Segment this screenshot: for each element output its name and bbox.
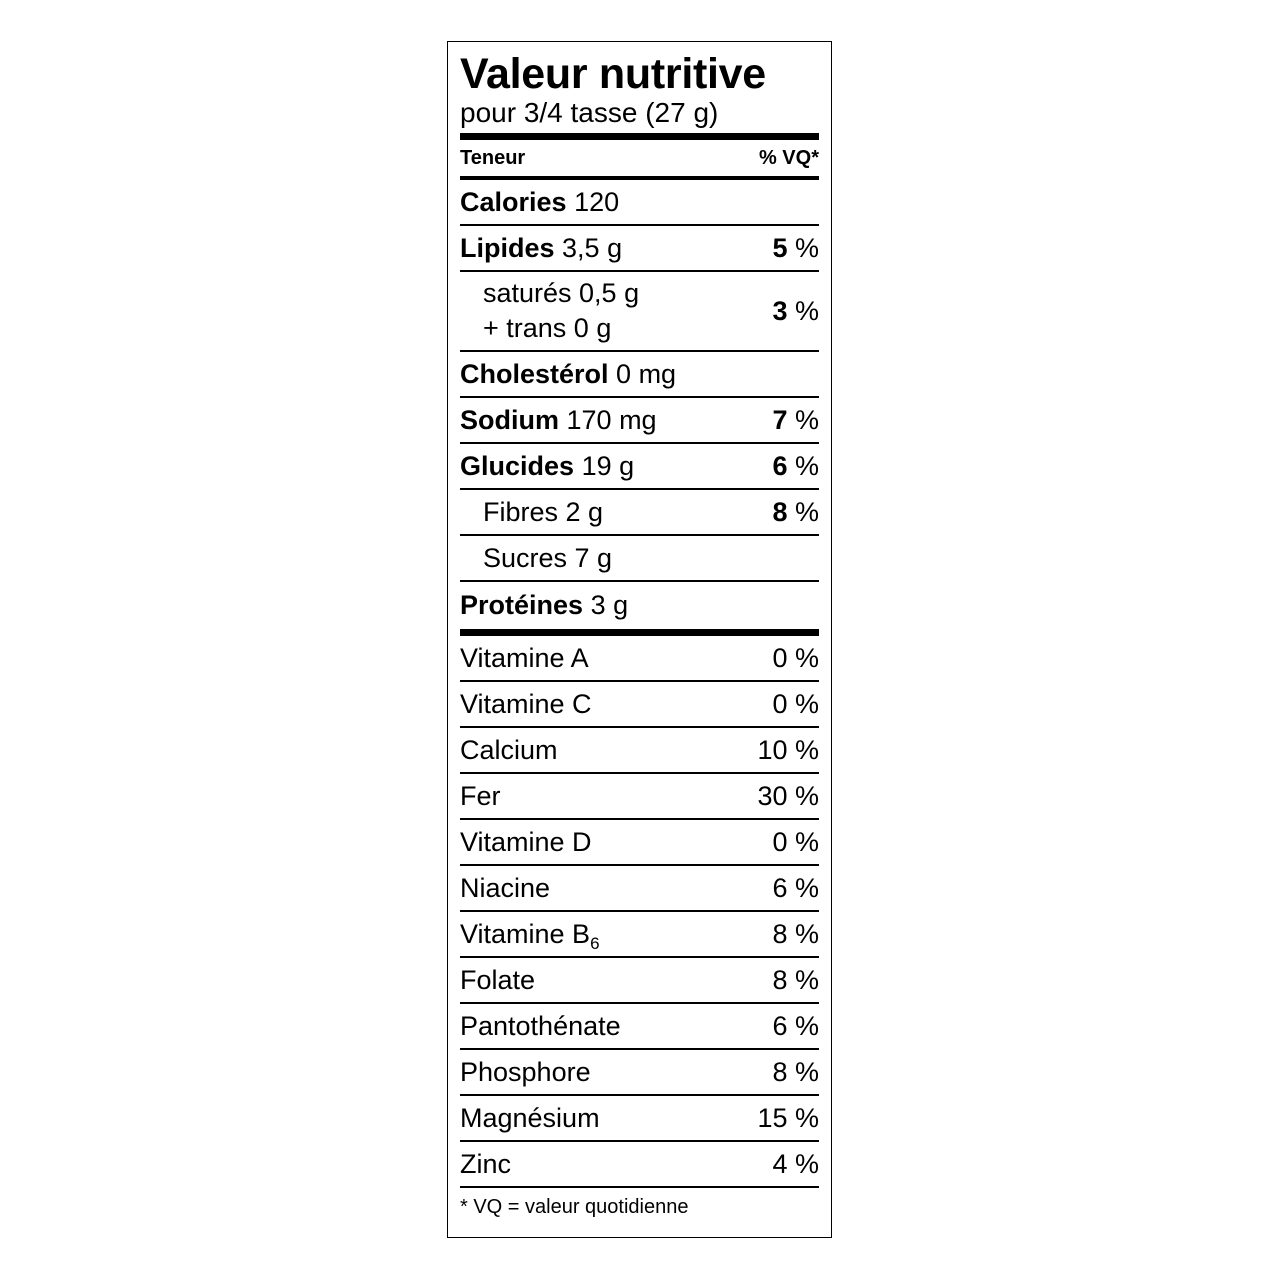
- footnote: * VQ = valeur quotidienne: [460, 1196, 689, 1218]
- vitamin-row: Calcium 10 %: [460, 728, 819, 774]
- vitamin-dv: 8 %: [772, 918, 819, 949]
- nutrition-facts-label: Valeur nutritive pour 3/4 tasse (27 g) T…: [447, 41, 832, 1238]
- vitamin-dv: 10 %: [757, 734, 819, 765]
- vitamin-name: Vitamine D: [460, 827, 592, 858]
- vitamin-dv: 6 %: [772, 1010, 819, 1041]
- vitamin-dv: 8 %: [772, 964, 819, 995]
- nutrient-row-proteines: Protéines 3 g: [460, 582, 819, 629]
- nutrient-row-calories: Calories 120: [460, 180, 819, 226]
- vitamin-row: Niacine 6 %: [460, 866, 819, 912]
- vitamin-dv: 0 %: [772, 688, 819, 719]
- vitamin-name: Vitamine C: [460, 689, 592, 720]
- vitamin-name: Vitamine B6: [460, 918, 600, 953]
- nutrient-name: Sodium: [460, 404, 559, 435]
- header-dv: % VQ*: [758, 146, 819, 169]
- nutrient-amount: 0 mg: [616, 358, 677, 389]
- vitamin-name-text: Vitamine D: [460, 826, 592, 857]
- vitamin-row: Vitamine D 0 %: [460, 820, 819, 866]
- nutrient-row-cholesterol: Cholestérol 0 mg: [460, 352, 819, 398]
- vitamin-subscript: 6: [590, 933, 600, 953]
- vitamin-row: Pantothénate 6 %: [460, 1004, 819, 1050]
- vitamin-row: Fer 30 %: [460, 774, 819, 820]
- vitamin-row: Vitamine C 0 %: [460, 682, 819, 728]
- nutrient-dv: 8: [772, 496, 788, 527]
- vitamin-row: Vitamine B6 8 %: [460, 912, 819, 958]
- vitamin-name: Phosphore: [460, 1057, 591, 1088]
- nutrient-dv: 7: [772, 404, 788, 435]
- vitamin-name: Vitamine A: [460, 643, 589, 674]
- vitamin-name-text: Vitamine A: [460, 642, 589, 673]
- vitamin-row: Zinc 4 %: [460, 1142, 819, 1188]
- vitamin-name-text: Phosphore: [460, 1056, 591, 1087]
- dv-unit: %: [794, 295, 819, 326]
- nutrient-name: Lipides: [460, 232, 555, 263]
- vitamin-name-text: Niacine: [460, 872, 551, 903]
- vitamin-name: Magnésium: [460, 1103, 600, 1134]
- vitamin-row: Folate 8 %: [460, 958, 819, 1004]
- nutrient-dv: 5: [772, 232, 788, 263]
- vitamin-name-text: Fer: [460, 780, 501, 811]
- nutrient-name: Sucres 7 g: [483, 542, 613, 573]
- vitamin-name: Calcium: [460, 735, 558, 766]
- nutrient-name: Fibres 2 g: [483, 496, 604, 527]
- vitamin-name-text: Vitamine C: [460, 688, 592, 719]
- vitamin-name-text: Folate: [460, 964, 536, 995]
- nutrient-row-sucres: Sucres 7 g: [460, 536, 819, 582]
- vitamin-name: Folate: [460, 965, 535, 996]
- vitamin-row: Vitamine A 0 %: [460, 636, 819, 682]
- vitamin-row: Magnésium 15 %: [460, 1096, 819, 1142]
- vitamin-name: Fer: [460, 781, 501, 812]
- nutrient-amount: 170 mg: [566, 404, 657, 435]
- nutrient-row-satures-trans: saturés 0,5 g + trans 0 g 3 %: [460, 272, 819, 352]
- nutrient-name: Protéines: [460, 590, 584, 620]
- vitamin-dv: 0 %: [772, 826, 819, 857]
- vitamin-name: Zinc: [460, 1149, 511, 1180]
- nutrient-row-glucides: Glucides 19 g 6 %: [460, 444, 819, 490]
- dv-unit: %: [794, 496, 819, 527]
- vitamin-name-text: Pantothénate: [460, 1010, 621, 1041]
- column-header: Teneur % VQ*: [460, 140, 819, 180]
- nutrient-row-sodium: Sodium 170 mg 7 %: [460, 398, 819, 444]
- nutrient-amount: 3,5 g: [562, 232, 623, 263]
- thick-divider: [460, 629, 819, 636]
- nutrient-amount: 19 g: [581, 450, 635, 481]
- vitamin-name-text: Calcium: [460, 734, 558, 765]
- nutrient-name: Glucides: [460, 450, 575, 481]
- nutrient-amount: 120: [574, 186, 620, 217]
- vitamin-name: Niacine: [460, 873, 550, 904]
- nutrient-name: Calories: [460, 186, 567, 217]
- vitamin-dv: 6 %: [772, 872, 819, 903]
- thick-divider: [460, 133, 819, 140]
- nutrient-dv: 3: [772, 295, 788, 326]
- nutrient-dv: 6: [772, 450, 788, 481]
- dv-unit: %: [794, 450, 819, 481]
- nutrient-satures: saturés 0,5 g: [483, 278, 640, 308]
- nutrient-row-lipides: Lipides 3,5 g 5 %: [460, 226, 819, 272]
- nutrient-amount: 3 g: [590, 590, 629, 620]
- serving-size: pour 3/4 tasse (27 g): [460, 97, 719, 128]
- dv-unit: %: [794, 232, 819, 263]
- vitamin-name-text: Vitamine B: [460, 918, 591, 949]
- vitamin-name: Pantothénate: [460, 1011, 621, 1042]
- vitamin-dv: 0 %: [772, 642, 819, 673]
- vitamin-row: Phosphore 8 %: [460, 1050, 819, 1096]
- vitamin-name-text: Magnésium: [460, 1102, 600, 1133]
- dv-unit: %: [794, 404, 819, 435]
- label-title: Valeur nutritive: [460, 50, 766, 98]
- vitamin-dv: 4 %: [772, 1148, 819, 1179]
- nutrient-row-fibres: Fibres 2 g 8 %: [460, 490, 819, 536]
- nutrient-trans: + trans 0 g: [483, 313, 612, 343]
- header-amount: Teneur: [460, 146, 526, 169]
- nutrient-name: Cholestérol: [460, 358, 609, 389]
- vitamin-dv: 15 %: [757, 1102, 819, 1133]
- vitamin-dv: 8 %: [772, 1056, 819, 1087]
- vitamin-name-text: Zinc: [460, 1148, 512, 1179]
- vitamin-dv: 30 %: [757, 780, 819, 811]
